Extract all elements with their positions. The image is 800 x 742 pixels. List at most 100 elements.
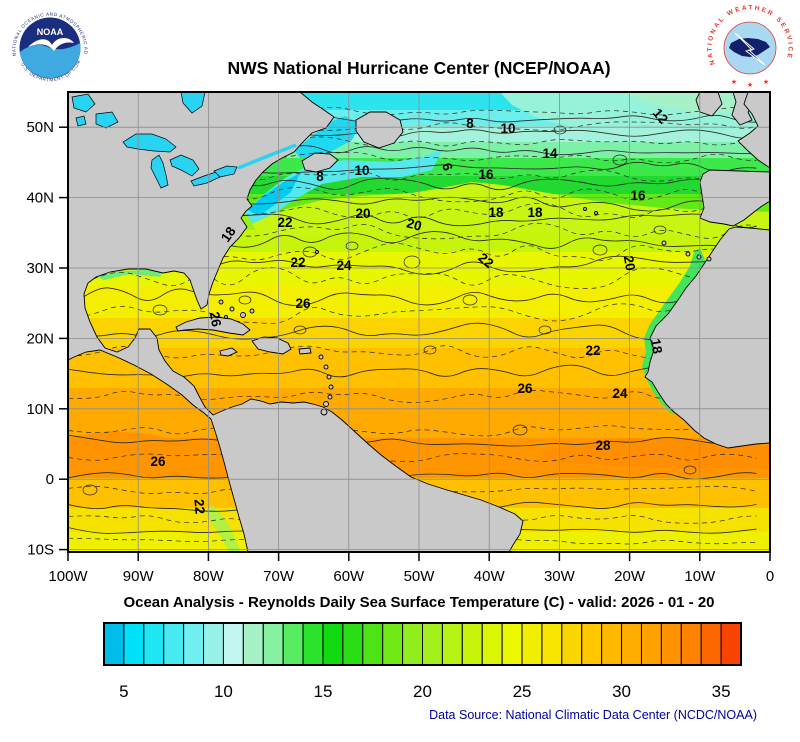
coastal-cold-strip [248,173,300,216]
colorbar-tick-label: 35 [712,682,731,701]
land-layer [68,92,770,552]
lake-ontario [213,165,238,178]
colorbar-cell [183,622,205,666]
noaa-globe-light [19,43,81,79]
x-tick-label: 0 [766,568,774,585]
colorbar-cell [601,622,623,666]
colorbar-cell [262,622,284,666]
colorbar-cell [441,622,463,666]
contour-label: 22 [191,498,207,514]
contour-label: 14 [542,146,558,161]
grid-lines [68,92,770,552]
isotherm-ring [612,154,628,166]
colorbar-cell [720,622,742,666]
contour-label: 26 [517,381,533,396]
isotherm-ring [152,304,168,316]
small-lake [75,115,87,127]
contour-label: 8 [466,116,474,131]
page-title: NWS National Hurricane Center (NCEP/NOAA… [227,58,610,78]
y-axis: 50N 40N 30N 20N 10N 0 10S [26,119,68,559]
lake-superior [122,133,177,153]
isotherm-ring [293,325,307,335]
colorbar-cell [541,622,563,666]
st-lawrence-river [237,143,297,170]
data-source-text: Data Source: National Climatic Data Cent… [429,708,757,722]
colorbar-cell [680,622,702,666]
contour-label: 24 [336,258,352,273]
noaa-logo-icon: NATIONAL OCEANIC AND ATMOSPHERIC ADMINIS… [9,7,91,89]
colorbar-cell [163,622,185,666]
isotherm-ring [512,424,528,436]
colorbar-cell [123,622,145,666]
x-tick-label: 30W [544,568,576,585]
colorbar-cell [222,622,244,666]
x-tick-label: 90W [123,568,155,585]
land-puerto-rico [298,347,312,355]
equatorial-warm-blob [540,438,770,469]
noaa-wordmark: NOAA [37,27,64,37]
colorbar: 5 10 15 20 25 30 35 [103,622,742,701]
colorbar-cell [282,622,304,666]
colorbar-cells [103,622,742,666]
x-tick-label: 50W [404,568,436,585]
colorbar-tick-label: 20 [413,682,432,701]
colorbar-cell [521,622,543,666]
isotherm-ring [653,225,667,235]
colorbar-cell [402,622,423,666]
colorbar-cell [302,622,324,666]
contour-label: 26 [295,296,311,311]
y-tick-label: 0 [46,471,54,488]
islands-small [218,207,712,416]
y-tick-label: 10N [26,401,54,418]
colorbar-cell [461,622,483,666]
contour-labels: 8 10 12 14 6 16 8 10 16 18 18 20 20 22 18 20 22 24 22 26 26 2… [150,106,671,515]
contour-label: 22 [585,343,600,358]
contour-label: 26 [150,454,166,469]
colorbar-cell [700,622,722,666]
x-tick-label: 70W [263,568,295,585]
colorbar-cell [322,622,344,666]
contour-label: 16 [630,188,646,203]
lakes-layer [71,92,297,189]
land-jamaica [219,347,238,357]
contour-label: 26 [207,311,224,329]
contour-label: 8 [316,169,324,184]
nws-logo-icon: NATIONAL WEATHER SERVICE ★ ★ ★ [706,4,791,89]
lake-manitoba [95,111,119,129]
x-tick-label: 10W [684,568,716,585]
contour-label: 10 [354,163,369,178]
contour-label: 20 [621,255,638,272]
x-tick-label: 100W [48,568,88,585]
colorbar-cell [342,622,364,666]
svg-text:★: ★ [763,78,769,86]
y-tick-label: 20N [26,330,54,347]
land-nova-scotia [301,152,339,173]
x-axis: 100W 90W 80W 70W 60W 50W 40W 30W 20W 10W 0 [48,552,774,585]
land-ireland [695,92,723,117]
land-hispaniola [251,336,292,355]
contour-label: 6 [439,161,456,173]
lake-michigan [150,154,169,189]
colorbar-tick-label: 30 [612,682,631,701]
colorbar-tick-labels: 5 10 15 20 25 30 35 [119,682,730,701]
isotherm-ring [82,484,98,496]
isotherm-ring [462,294,478,306]
contour-label: 28 [595,438,611,453]
y-tick-label: 10S [27,542,54,559]
colorbar-cell [422,622,443,666]
svg-text:★: ★ [747,81,753,89]
colorbar-cell [561,622,583,666]
gulf-st-lawrence-cold [294,116,360,158]
x-tick-label: 40W [474,568,506,585]
gulf-stream-warm-band [252,182,770,238]
contour-label: 22 [475,250,496,271]
land-cuba [175,316,251,336]
y-tick-label: 50N [26,119,54,136]
colorbar-border [103,622,742,666]
contour-label: 18 [648,338,665,356]
land-newfoundland [355,111,404,149]
colorbar-tick-label: 15 [314,682,333,701]
north-gulf-strip [96,270,163,280]
colorbar-cell [621,622,642,666]
